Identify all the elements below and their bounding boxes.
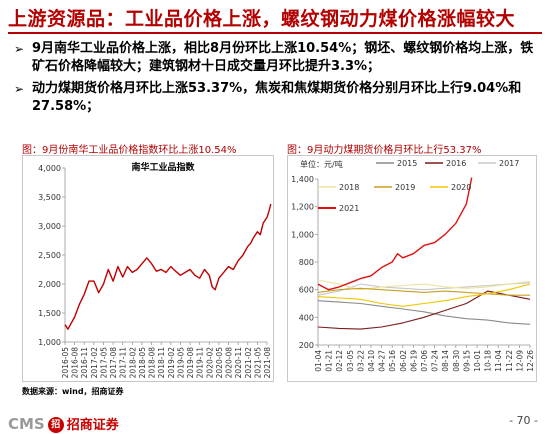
x-tick-label: 07-06	[420, 350, 429, 372]
chart2-unit-label: 单位：元/吨	[300, 159, 343, 169]
x-tick-label: 2018-08	[148, 347, 157, 379]
legend-label-2019: 2019	[395, 183, 415, 192]
y-tick-label: 800	[299, 258, 314, 267]
series-line-2019	[317, 287, 530, 296]
x-tick-label: 2016-08	[71, 347, 80, 379]
x-tick-label: 10-01	[473, 350, 482, 372]
x-tick-label: 11-22	[505, 350, 514, 372]
nanhua-index-chart: 1,000 1,500 2,000 2,500 3,000 3,500 4,000 2016-…	[38, 161, 272, 379]
series-line-2017	[317, 282, 531, 296]
x-tick-label: 2016-05	[61, 347, 70, 379]
x-tick-label: 01-04	[314, 350, 323, 372]
bullet-item: ➢ 动力煤期货价格月环比上涨53.37%，焦炭和焦煤期货价格分别月环比上行9.0…	[14, 80, 534, 116]
thermal-coal-chart: 200 400 600 800 1,000 1,200 1,400 01-04 01-21 02-…	[291, 159, 535, 372]
x-tick-label: 10-18	[484, 350, 493, 372]
x-tick-label: 04-27	[378, 350, 387, 372]
brand-name: 招商证券	[66, 418, 119, 433]
title-rule	[8, 32, 542, 34]
x-tick-label: 04-10	[367, 350, 376, 372]
slide-title: 上游资源品：工业品价格上涨，螺纹钢动力煤价格涨幅较大	[8, 8, 516, 30]
x-tick-label: 2019-11	[196, 347, 205, 379]
y-tick-label: 1,400	[291, 175, 314, 184]
legend-label-2016: 2016	[446, 159, 466, 168]
legend-label-2021: 2021	[339, 204, 359, 213]
x-tick-label: 2020-11	[234, 347, 243, 379]
series-line-2020	[317, 283, 531, 307]
x-tick-label: 12-09	[515, 350, 524, 372]
x-tick-label: 08-14	[441, 350, 450, 372]
page-number: - 70 -	[509, 414, 538, 427]
bullet-text: 9月南华工业品价格上涨，相比8月份环比上涨10.54%；钢坯、螺纹钢价格均上涨，…	[32, 41, 534, 74]
series-line-2016	[317, 290, 531, 330]
x-tick-label: 11-04	[494, 350, 503, 372]
x-tick-label: 2019-02	[167, 347, 176, 379]
y-tick-label: 200	[299, 341, 314, 350]
x-tick-label: 2016-11	[80, 347, 89, 379]
x-tick-label: 2021-05	[253, 347, 262, 379]
x-tick-label: 09-15	[462, 350, 471, 372]
x-tick-label: 01-21	[325, 350, 334, 372]
series-line-2018	[317, 279, 531, 291]
chart1-title: 南华工业品指数	[131, 161, 195, 173]
y-tick-label: 3,000	[38, 222, 61, 231]
brand-text: CMS	[8, 415, 45, 433]
chart2-caption: 图：9月动力煤期货价格月环比上行53.37%	[287, 145, 482, 156]
y-tick-label: 1,000	[38, 338, 61, 347]
x-tick-label: 03-05	[346, 350, 355, 372]
x-tick-label: 2021-08	[263, 347, 272, 379]
y-tick-label: 1,500	[38, 309, 61, 318]
x-tick-label: 2018-05	[138, 347, 147, 379]
x-tick-label: 05-16	[388, 350, 397, 372]
x-tick-label: 2017-05	[99, 347, 108, 379]
y-tick-label: 1,200	[291, 203, 314, 212]
bullet-item: ➢ 9月南华工业品价格上涨，相比8月份环比上涨10.54%；钢坯、螺纹钢价格均上…	[14, 40, 534, 76]
legend-label-2017: 2017	[499, 159, 519, 168]
chart1-panel: 1,000 1,500 2,000 2,500 3,000 3,500 4,000 2016-…	[22, 155, 274, 382]
legend-label-2020: 2020	[451, 183, 471, 192]
y-tick-label: 400	[299, 313, 314, 322]
x-tick-label: 2018-02	[128, 347, 137, 379]
bullet-arrow-icon: ➢	[14, 42, 25, 56]
y-tick-label: 600	[299, 286, 314, 295]
legend-label-2018: 2018	[339, 183, 359, 192]
x-tick-label: 2017-11	[119, 347, 128, 379]
x-tick-label: 02-12	[335, 350, 344, 372]
x-tick-label: 2020-08	[225, 347, 234, 379]
y-tick-label: 3,500	[38, 193, 61, 202]
series-line-2015	[317, 300, 531, 325]
chart2-panel: 200 400 600 800 1,000 1,200 1,400 01-04 01-21 02-…	[287, 155, 537, 382]
x-tick-label: 12-26	[526, 350, 535, 372]
footer-brand: CMS 招招商证券	[8, 414, 119, 433]
x-tick-label: 06-02	[399, 350, 408, 372]
cms-logo-icon: 招	[47, 416, 64, 433]
legend-label-2015: 2015	[397, 159, 417, 168]
series-line-2021	[317, 177, 473, 291]
y-tick-label: 2,500	[38, 251, 61, 260]
x-tick-label: 2021-02	[244, 347, 253, 379]
y-tick-label: 4,000	[38, 164, 61, 173]
x-tick-label: 2020-05	[215, 347, 224, 379]
y-tick-label: 2,000	[38, 280, 61, 289]
x-tick-label: 2019-05	[176, 347, 185, 379]
bullet-list: ➢ 9月南华工业品价格上涨，相比8月份环比上涨10.54%；钢坯、螺纹钢价格均上…	[14, 40, 534, 120]
x-tick-label: 08-30	[452, 350, 461, 372]
data-source: 数据来源：wind，招商证券	[22, 387, 124, 396]
x-tick-label: 2017-08	[109, 347, 118, 379]
bullet-text: 动力煤期货价格月环比上涨53.37%，焦炭和焦煤期货价格分别月环比上行9.04%…	[32, 81, 522, 114]
x-tick-label: 2018-11	[157, 347, 166, 379]
x-tick-label: 03-22	[356, 350, 365, 372]
x-tick-label: 2019-08	[186, 347, 195, 379]
y-tick-label: 1,000	[291, 230, 314, 239]
x-tick-label: 07-24	[431, 350, 440, 372]
x-tick-label: 06-19	[409, 350, 418, 372]
x-tick-label: 2020-02	[205, 347, 214, 379]
bullet-arrow-icon: ➢	[14, 82, 25, 96]
chart1-caption: 图：9月份南华工业品价格指数环比上涨10.54%	[22, 145, 237, 156]
series-line	[64, 203, 272, 330]
x-tick-label: 2017-02	[90, 347, 99, 379]
